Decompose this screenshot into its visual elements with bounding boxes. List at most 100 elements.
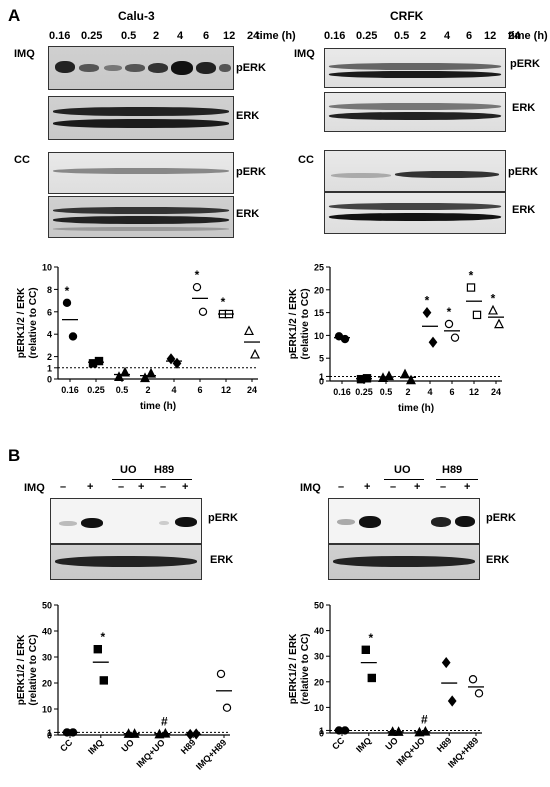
data-point <box>99 676 108 685</box>
y-axis-label: (relative to CC) <box>300 288 311 359</box>
data-point <box>172 357 182 369</box>
significance-star: * <box>221 295 226 309</box>
time-label: 24 <box>247 30 260 42</box>
annotation-mark: # <box>161 714 168 728</box>
x-tick-label: 0.5 <box>116 385 129 395</box>
y-tick-label: 15 <box>314 308 324 318</box>
b-right-erk-blot <box>328 544 480 580</box>
y-tick-label: 20 <box>314 677 324 687</box>
y-tick-label: 0 <box>47 375 52 385</box>
calu3-title: Calu-3 <box>118 9 155 23</box>
imq-label: IMQ <box>300 482 321 494</box>
x-tick-label: 0.16 <box>61 385 79 395</box>
chart-b-left: 01 10 20 30 40 50 pERK1/2 / ERK (relative to CC… <box>16 601 232 772</box>
time-label: 6 <box>466 30 473 42</box>
time-label: 4 <box>177 30 184 42</box>
calu3-imq-erk-blot <box>48 96 234 140</box>
y-tick-label: 1 <box>319 372 324 382</box>
y-tick-label: 1 <box>319 726 324 736</box>
time-label: 0.16 <box>324 30 346 42</box>
h89-label: H89 <box>442 464 463 476</box>
y-tick-label: 5 <box>319 354 324 364</box>
data-point <box>62 298 72 308</box>
x-tick-label: 24 <box>247 385 257 395</box>
h89-label: H89 <box>154 464 175 476</box>
y-tick-label: 10 <box>314 331 324 341</box>
data-point <box>450 333 460 342</box>
x-tick-label: IMQ <box>86 737 105 756</box>
y-tick-label: 6 <box>47 307 52 317</box>
b-right-perk-blot <box>328 498 480 544</box>
x-tick-label: IMQ+UO <box>134 737 166 769</box>
panel-letter-b: B <box>8 446 21 465</box>
x-axis-label: time (h) <box>140 401 176 412</box>
x-tick-label: 24 <box>491 387 501 397</box>
x-tick-label: 0.25 <box>355 387 373 397</box>
y-tick-label: 50 <box>314 601 324 611</box>
data-point <box>466 283 476 292</box>
data-point <box>444 319 454 329</box>
crfk-cc-label: CC <box>298 154 314 166</box>
x-tick-label: 2 <box>405 387 410 397</box>
data-point <box>250 348 260 359</box>
data-point <box>361 645 370 655</box>
x-tick-label: 0.16 <box>333 387 351 397</box>
significance-star: * <box>195 268 200 282</box>
sign: – <box>160 481 167 493</box>
calu3-cc-erk-blot <box>48 196 234 238</box>
time-label: 12 <box>484 30 497 42</box>
sign: + <box>364 481 371 493</box>
sign: – <box>440 481 447 493</box>
y-tick-label: 4 <box>47 330 52 340</box>
annotation-mark: * <box>100 630 105 644</box>
calu3-imq-label: IMQ <box>14 48 35 60</box>
sign: + <box>414 481 421 493</box>
y-tick-label: 30 <box>314 652 324 662</box>
y-tick-label: 50 <box>42 601 52 611</box>
data-point <box>367 673 376 683</box>
y-tick-label: 25 <box>314 263 324 273</box>
calu3-cc-erk-label: ERK <box>236 208 260 220</box>
y-axis-label: (relative to CC) <box>28 634 39 705</box>
crfk-cc-erk-label: ERK <box>512 204 536 216</box>
x-tick-label: IMQ <box>354 735 373 754</box>
data-point <box>400 368 410 379</box>
data-point <box>488 304 498 315</box>
y-tick-label: 40 <box>314 626 324 636</box>
panel-letter-a: A <box>8 6 21 25</box>
time-label: 0.16 <box>49 30 71 42</box>
data-point <box>166 353 176 365</box>
x-tick-label: UO <box>119 737 136 754</box>
x-tick-label: H89 <box>435 735 454 754</box>
x-tick-label: 4 <box>171 385 176 395</box>
y-tick-label: 10 <box>42 705 52 715</box>
calu3-imq-perk-blot <box>48 46 234 90</box>
calu3-time-unit: time (h) <box>256 30 296 42</box>
sign: – <box>118 481 125 493</box>
data-point <box>468 675 478 684</box>
time-label: 0.25 <box>81 30 103 42</box>
time-label: 6 <box>203 30 210 42</box>
calu3-imq-erk-label: ERK <box>236 110 260 122</box>
sign: + <box>87 481 94 493</box>
x-tick-label: 6 <box>197 385 202 395</box>
time-label: 0.5 <box>394 30 410 42</box>
crfk-time-labels: 0.16 0.25 0.5 2 4 6 12 24 <box>324 30 520 44</box>
crfk-time-unit: time (h) <box>508 30 548 42</box>
chart-b-right: 01 10 20 30 40 50 pERK1/2 / ERK (relative to CC… <box>288 601 484 770</box>
annotation-mark: # <box>421 712 428 726</box>
y-tick-label: 20 <box>314 285 324 295</box>
crfk-imq-label: IMQ <box>294 48 315 60</box>
b-left-erk-blot <box>50 544 202 580</box>
y-axis-label: pERK1/2 / ERK <box>288 288 299 359</box>
y-tick-label: 0 <box>319 729 324 739</box>
time-label: 0.25 <box>356 30 378 42</box>
crfk-cc-erk-blot <box>324 192 506 234</box>
significance-star: * <box>65 284 70 298</box>
time-label: 4 <box>444 30 451 42</box>
time-label: 24 <box>508 30 521 42</box>
time-label: 12 <box>223 30 236 42</box>
data-point <box>216 669 226 679</box>
x-tick-label: IMQ+UO <box>394 735 426 767</box>
